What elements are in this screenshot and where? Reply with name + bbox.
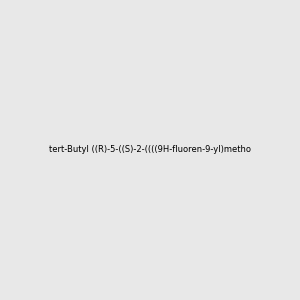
Text: tert-Butyl ((R)-5-((S)-2-((((9H-fluoren-9-yl)metho: tert-Butyl ((R)-5-((S)-2-((((9H-fluoren-…	[49, 146, 251, 154]
